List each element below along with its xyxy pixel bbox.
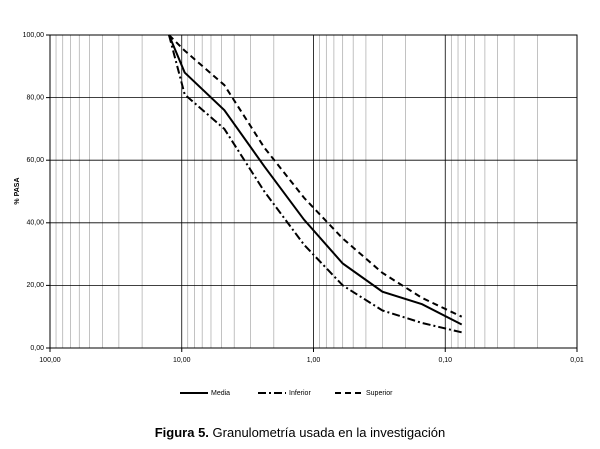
plot-frame bbox=[49, 34, 578, 349]
data-line bbox=[168, 34, 463, 326]
x-tick-label: 0,01 bbox=[570, 357, 584, 364]
legend-label: Media bbox=[211, 390, 230, 397]
legend-label: Superior bbox=[366, 390, 393, 397]
data-line bbox=[168, 34, 462, 334]
y-axis-label: % PASA bbox=[14, 177, 21, 204]
y-tick-label: 80,00 bbox=[26, 94, 44, 101]
caption-label: Figura 5. bbox=[155, 425, 209, 440]
legend-label: Inferior bbox=[289, 390, 311, 397]
caption-text: Granulometría usada en la investigación bbox=[213, 425, 446, 440]
x-tick-label: 0,10 bbox=[438, 357, 452, 364]
x-tick-label: 1,00 bbox=[307, 357, 321, 364]
y-tick-label: 100,00 bbox=[23, 32, 45, 39]
x-tick-label: 10,00 bbox=[173, 357, 191, 364]
caption: Figura 5. Granulometría usada en la inve… bbox=[155, 425, 446, 440]
y-tick-label: 0,00 bbox=[30, 345, 44, 352]
y-tick-label: 60,00 bbox=[26, 157, 44, 164]
x-tick-label: 100,00 bbox=[39, 357, 61, 364]
y-tick-label: 20,00 bbox=[26, 282, 44, 289]
data-line bbox=[168, 34, 463, 318]
y-tick-label: 40,00 bbox=[26, 220, 44, 227]
